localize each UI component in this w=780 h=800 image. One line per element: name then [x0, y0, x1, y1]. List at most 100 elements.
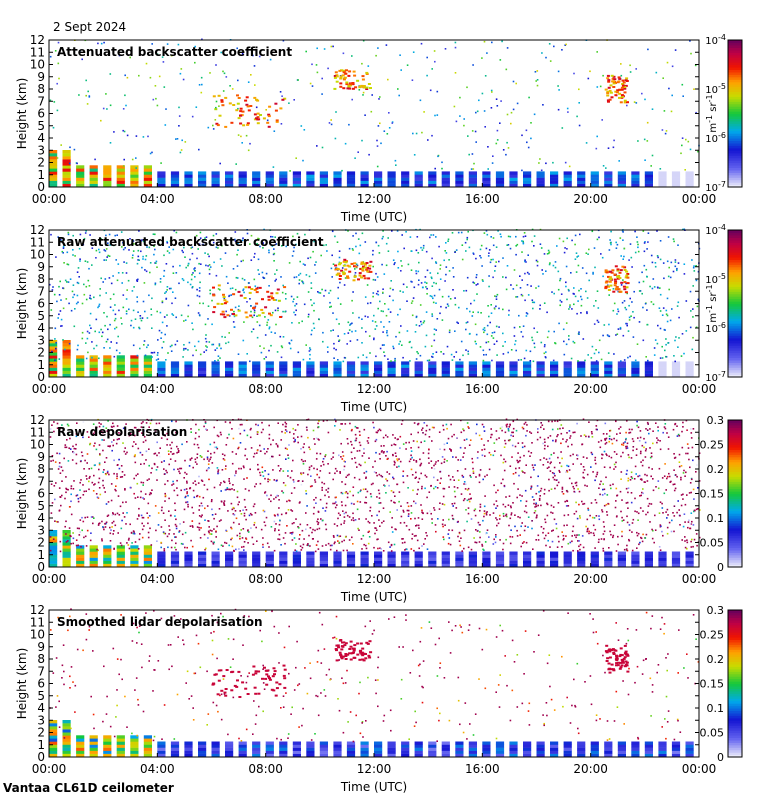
heatmap-cell: [457, 231, 460, 234]
heatmap-cell: [548, 251, 551, 253]
heatmap-cell: [103, 370, 112, 374]
heatmap-cell: [92, 522, 94, 525]
heatmap-cell: [174, 546, 176, 549]
heatmap-cell: [456, 487, 459, 489]
heatmap-cell: [430, 484, 432, 487]
heatmap-cell: [118, 54, 121, 57]
heatmap-cell: [606, 92, 610, 95]
heatmap-cell: [85, 230, 87, 232]
heatmap-cell: [179, 523, 181, 525]
heatmap-cell: [331, 276, 333, 278]
x-tick-label: 16:00: [465, 382, 500, 396]
heatmap-cell: [498, 307, 500, 310]
heatmap-cell: [567, 514, 570, 516]
heatmap-cell: [211, 361, 220, 365]
heatmap-cell: [644, 441, 647, 444]
heatmap-cell: [627, 454, 630, 456]
heatmap-cell: [441, 295, 444, 298]
heatmap-cell: [127, 279, 130, 282]
heatmap-cell: [625, 77, 629, 80]
heatmap-cell: [457, 479, 460, 481]
heatmap-cell: [146, 246, 148, 248]
heatmap-cell: [351, 443, 353, 446]
heatmap-cell: [57, 236, 59, 238]
heatmap-cell: [563, 373, 572, 377]
heatmap-cell: [109, 445, 111, 447]
heatmap-cell: [602, 521, 605, 523]
heatmap-cell: [224, 468, 227, 470]
heatmap-cell: [605, 437, 608, 440]
heatmap-cell: [441, 183, 450, 187]
heatmap-cell: [604, 563, 613, 567]
heatmap-cell: [49, 542, 58, 546]
heatmap-cell: [520, 293, 523, 296]
heatmap-cell: [401, 364, 410, 368]
heatmap-cell: [351, 330, 353, 333]
heatmap-cell: [73, 148, 76, 151]
heatmap-cell: [346, 551, 356, 555]
heatmap-cell: [657, 480, 660, 482]
heatmap-cell: [553, 330, 555, 333]
heatmap-cell: [232, 513, 235, 515]
heatmap-cell: [113, 131, 115, 133]
colorbar-swatch: [728, 147, 742, 151]
heatmap-cell: [78, 247, 81, 250]
heatmap-cell: [154, 452, 157, 455]
heatmap-cell: [70, 485, 73, 487]
heatmap-cell: [346, 557, 356, 561]
heatmap-cell: [435, 329, 437, 331]
heatmap-cell: [663, 426, 666, 428]
heatmap-cell: [621, 84, 625, 87]
heatmap-cell: [566, 490, 569, 493]
heatmap-cell: [414, 180, 423, 184]
heatmap-cell: [367, 83, 371, 85]
heatmap-cell: [58, 294, 61, 296]
heatmap-cell: [512, 108, 515, 111]
heatmap-cell: [689, 40, 691, 42]
heatmap-cell: [544, 356, 547, 358]
heatmap-cell: [319, 171, 328, 175]
heatmap-cell: [346, 174, 356, 178]
heatmap-cell: [647, 505, 650, 507]
heatmap-cell: [698, 536, 701, 539]
colorbar-swatch: [728, 52, 742, 56]
heatmap-cell: [411, 79, 414, 81]
heatmap-cell: [103, 560, 112, 564]
heatmap-cell: [292, 459, 294, 462]
heatmap-cell: [374, 177, 383, 181]
heatmap-cell: [368, 530, 370, 533]
heatmap-cell: [455, 554, 464, 558]
heatmap-cell: [544, 344, 546, 346]
heatmap-cell: [678, 337, 680, 339]
heatmap-cell: [112, 513, 114, 515]
heatmap-cell: [266, 321, 269, 324]
heatmap-cell: [400, 69, 402, 71]
heatmap-cell: [587, 527, 589, 530]
heatmap-cell: [620, 255, 622, 257]
heatmap-cell: [566, 248, 568, 250]
heatmap-cell: [569, 304, 571, 306]
heatmap-cell: [198, 84, 201, 86]
heatmap-cell: [244, 454, 246, 457]
heatmap-cell: [609, 91, 613, 94]
heatmap-cell: [436, 90, 439, 93]
heatmap-cell: [536, 177, 545, 181]
heatmap-cell: [132, 532, 135, 535]
heatmap-cell: [446, 460, 448, 462]
heatmap-cell: [253, 96, 257, 99]
heatmap-cell: [606, 74, 610, 77]
heatmap-cell: [603, 530, 606, 533]
colorbar-unit: m-1 sr-1: [705, 284, 719, 322]
heatmap-cell: [294, 549, 296, 551]
heatmap-cell: [402, 538, 404, 540]
heatmap-cell: [536, 70, 539, 72]
heatmap-cell: [631, 174, 640, 178]
heatmap-cell: [659, 501, 662, 503]
heatmap-cell: [435, 530, 437, 533]
heatmap-cell: [524, 235, 527, 237]
heatmap-cell: [59, 550, 62, 553]
heatmap-cell: [412, 440, 415, 442]
heatmap-cell: [295, 518, 297, 520]
heatmap-cell: [360, 361, 369, 365]
heatmap-cell: [157, 563, 166, 567]
